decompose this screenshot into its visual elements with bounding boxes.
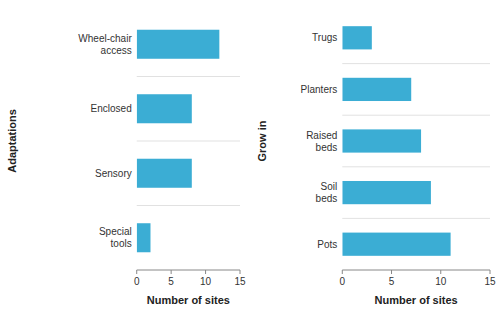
category-label: Raisedbeds: [306, 130, 337, 153]
y-axis-label: Adaptations: [6, 109, 18, 173]
x-tick-label: 10: [435, 276, 447, 287]
x-tick: [440, 270, 441, 274]
x-axis-line: [137, 270, 240, 271]
category-label: Soilbeds: [316, 181, 338, 204]
category-label-line: Enclosed: [91, 103, 132, 114]
separator: [342, 166, 490, 167]
panel: Grow inTrugsPlantersRaisedbedsSoilbedsPo…: [256, 26, 496, 306]
category-label-line: Special: [99, 226, 132, 237]
page: {"chart_data": [ {"type": "bar", "orient…: [0, 0, 500, 328]
category-label: Planters: [301, 84, 338, 95]
bar: [137, 30, 220, 59]
category-label-line: Sensory: [95, 168, 132, 179]
x-axis-line: [342, 270, 490, 271]
bar: [137, 223, 151, 252]
x-tick-label: 10: [200, 276, 212, 287]
category-label: Sensory: [95, 168, 132, 179]
bar: [342, 78, 411, 101]
panel: Adaptations Wheel-chairaccess Enclosed Sens…: [6, 30, 246, 306]
separator: [342, 218, 490, 219]
category-label-line: beds: [316, 142, 338, 153]
category-label-line: Trugs: [312, 32, 337, 43]
bar: [342, 233, 450, 256]
x-tick: [205, 270, 206, 274]
separator: [137, 76, 240, 77]
category-label-line: Pots: [317, 239, 337, 250]
category-label: Enclosed: [91, 103, 132, 114]
x-tick: [490, 270, 491, 274]
bar: [137, 159, 192, 188]
bar: [137, 94, 192, 123]
chart-canvas: Adaptations Wheel-chairaccess Enclosed Sens…: [0, 0, 500, 328]
x-tick: [240, 270, 241, 274]
bars: [137, 30, 220, 253]
x-tick-label: 0: [340, 276, 346, 287]
category-label-line: access: [101, 45, 132, 56]
x-axis-label: Number of sites: [147, 294, 230, 306]
y-axis-label: Grow in: [256, 120, 268, 161]
separator: [342, 115, 490, 116]
category-label: Pots: [317, 239, 337, 250]
x-tick: [342, 270, 343, 274]
bar: [342, 26, 372, 49]
category-label-line: Soil: [321, 181, 338, 192]
separator: [342, 63, 490, 64]
x-tick: [391, 270, 392, 274]
x-tick-label: 15: [234, 276, 246, 287]
x-tick-label: 5: [168, 276, 174, 287]
category-label: Specialtools: [99, 226, 132, 249]
category-label-line: tools: [111, 238, 132, 249]
x-tick-label: 15: [484, 276, 496, 287]
x-tick: [171, 270, 172, 274]
category-label: Wheel-chairaccess: [78, 33, 132, 56]
x-axis-label: Number of sites: [375, 294, 458, 306]
separator: [137, 205, 240, 206]
category-label-line: beds: [316, 193, 338, 204]
x-tick-label: 0: [134, 276, 140, 287]
category-label-line: Wheel-chair: [78, 33, 132, 44]
separator: [137, 141, 240, 142]
x-tick: [136, 270, 137, 274]
category-label-line: Raised: [306, 130, 337, 141]
category-label-line: Planters: [301, 84, 338, 95]
x-tick-label: 5: [389, 276, 395, 287]
bar: [342, 181, 431, 204]
category-label: Trugs: [312, 32, 337, 43]
bar: [342, 129, 421, 152]
bars: [342, 26, 450, 256]
